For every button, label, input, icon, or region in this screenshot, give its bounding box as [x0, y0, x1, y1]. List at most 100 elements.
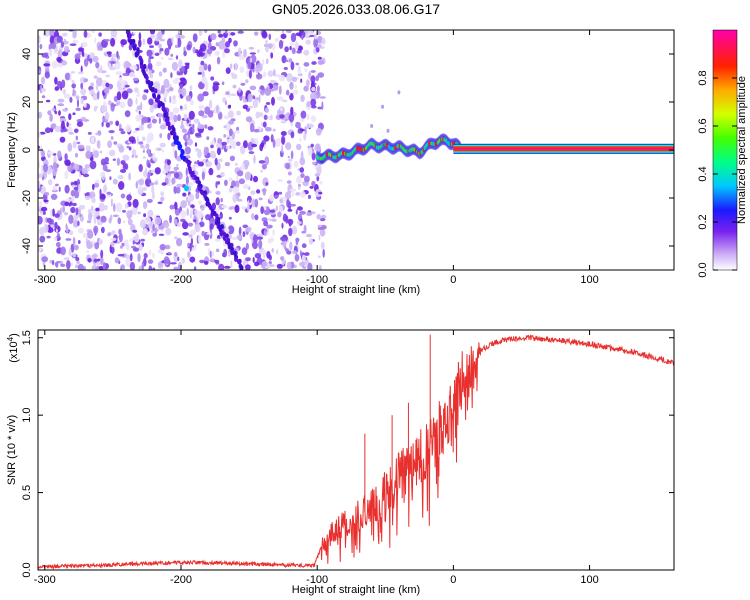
heatmap-cell [174, 236, 178, 240]
heatmap-cell [199, 43, 207, 52]
heatmap-cell [86, 250, 90, 254]
heatmap-cell [306, 101, 311, 108]
heatmap-cell [245, 264, 251, 270]
heatmap-cell [123, 60, 130, 70]
heatmap-cell [188, 200, 191, 207]
heatmap-cell [225, 91, 230, 96]
heatmap-cell [126, 210, 133, 219]
heatmap-cell [248, 196, 252, 203]
heatmap-cell [277, 179, 283, 182]
heatmap-cell [227, 110, 234, 118]
heatmap-cell [260, 169, 263, 173]
heatmap-cell [152, 191, 155, 200]
heatmap-cell [151, 229, 154, 234]
heatmap-cell [100, 158, 106, 166]
heatmap-cell [236, 126, 240, 132]
heatmap-cell [158, 43, 162, 49]
heatmap-cell [106, 191, 112, 195]
heatmap-cell [224, 162, 231, 167]
heatmap-cell [231, 140, 237, 150]
heatmap-cell [285, 215, 289, 224]
heatmap-cell [234, 130, 241, 134]
heatmap-cell [128, 44, 133, 51]
heatmap-cell [116, 157, 121, 166]
heatmap-cell [286, 180, 292, 184]
heatmap-cell [129, 71, 135, 78]
heatmap-cell [262, 71, 267, 78]
heatmap-cell [207, 247, 211, 256]
heatmap-cell [236, 141, 241, 147]
heatmap-cell [105, 122, 111, 128]
heatmap-cell [228, 216, 232, 220]
heatmap-cell [110, 198, 113, 207]
heatmap-cell [191, 124, 195, 134]
heatmap-cell [51, 60, 58, 69]
heatmap-cell [295, 121, 301, 129]
heatmap-cell [303, 132, 307, 141]
heatmap-cell [168, 111, 175, 121]
heatmap-cell [108, 100, 112, 106]
heatmap-cell [116, 208, 121, 213]
heatmap-cell [309, 186, 314, 189]
heatmap-cell [84, 195, 91, 201]
heatmap-cell [306, 113, 310, 121]
heatmap-cell [177, 256, 180, 262]
heatmap-speck [397, 90, 401, 95]
heatmap-cell [169, 118, 175, 127]
heatmap-cell [186, 44, 192, 51]
heatmap-cell [48, 48, 53, 57]
heatmap-cell [196, 217, 199, 225]
heatmap-cell [74, 128, 79, 134]
heatmap-cell [317, 72, 325, 78]
heatmap-cell [209, 150, 216, 159]
heatmap-cell [240, 82, 246, 86]
heatmap-cell [215, 42, 219, 47]
heatmap-cell [109, 244, 112, 253]
heatmap-cell [185, 175, 189, 186]
heatmap-cell [277, 211, 282, 218]
heatmap-cell [49, 30, 55, 38]
heatmap-cell [283, 259, 287, 265]
heatmap-cell [54, 76, 58, 85]
heatmap-cell [154, 157, 158, 163]
heatmap-cell [271, 248, 274, 253]
heatmap-cell [43, 223, 49, 233]
heatmap-cell [186, 196, 189, 203]
colorbar [712, 29, 738, 271]
heatmap-cell [120, 39, 128, 46]
heatmap-cell [271, 218, 277, 222]
heatmap-cell [77, 220, 80, 227]
heatmap-cell [41, 52, 49, 58]
heatmap-cell [267, 43, 273, 48]
heatmap-cell [234, 204, 240, 213]
heatmap-cell [317, 255, 321, 258]
heatmap-cell [50, 224, 54, 228]
heatmap-cell [94, 37, 97, 44]
heatmap-cell [252, 99, 259, 108]
heatmap-cell [281, 55, 287, 64]
heatmap-cell [276, 263, 283, 269]
heatmap-cell [184, 141, 188, 147]
heatmap-cell [299, 118, 305, 122]
heatmap-cell [228, 206, 233, 210]
heatmap-cell [77, 71, 84, 75]
heatmap-cell [292, 89, 299, 95]
heatmap-cell [137, 211, 142, 215]
heatmap-cell [159, 48, 164, 52]
heatmap-cell [311, 86, 316, 92]
heatmap-cell [48, 179, 53, 186]
heatmap-cell [160, 196, 165, 202]
heatmap-cell [288, 113, 295, 123]
heatmap-cell [310, 70, 316, 73]
chart-title: GN05.2026.033.08.06.G17 [272, 1, 440, 17]
heatmap-cell [180, 200, 187, 209]
heatmap-cell [63, 93, 71, 99]
heatmap-cell [267, 70, 274, 77]
heatmap-cell [168, 171, 175, 174]
heatmap-cell [160, 56, 164, 60]
heatmap-cell [117, 174, 124, 180]
heatmap-cell [197, 200, 203, 205]
heatmap-cell [286, 198, 290, 208]
heatmap-cell [314, 33, 318, 40]
heatmap-cell [117, 217, 122, 225]
